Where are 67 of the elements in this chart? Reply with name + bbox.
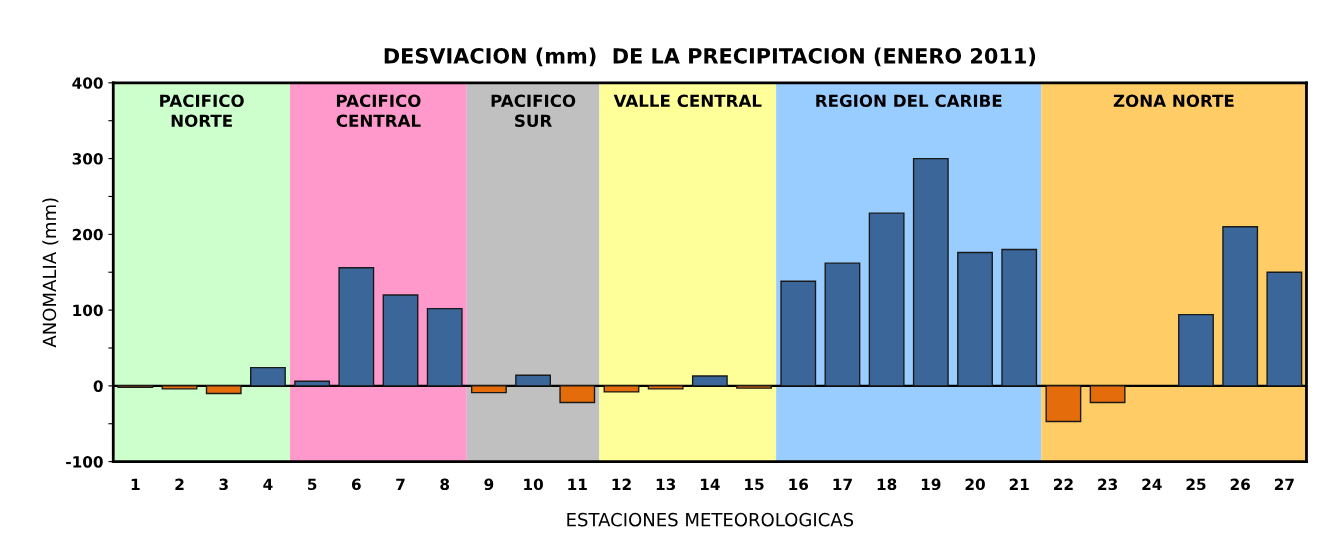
- bar: [736, 385, 772, 389]
- x-tick-label: 2: [175, 478, 184, 490]
- bar: [338, 266, 375, 387]
- x-tick-label: 21: [1009, 478, 1029, 490]
- y-tick-label: 400: [72, 77, 103, 89]
- x-tick-label: 5: [307, 478, 317, 491]
- x-tick-label: 26: [1230, 478, 1250, 491]
- bar: [1001, 248, 1038, 387]
- x-tick-label: 7: [396, 478, 405, 490]
- x-tick-label: 19: [921, 478, 941, 491]
- y-tick-label: 300: [72, 153, 103, 165]
- x-tick-label: 16: [789, 478, 809, 491]
- bar: [1045, 385, 1082, 423]
- band-label: ZONA NORTE: [1113, 94, 1234, 108]
- x-tick-label: 14: [700, 478, 720, 490]
- bar: [426, 307, 463, 387]
- x-tick-label: 4: [263, 478, 273, 490]
- x-tick-label: 11: [568, 478, 587, 490]
- bar: [161, 385, 198, 390]
- bar: [912, 157, 949, 387]
- x-tick-label: 24: [1142, 478, 1162, 490]
- bar: [1178, 313, 1214, 387]
- bar: [250, 366, 286, 387]
- chart-title: DESVIACION (mm) DE LA PRECIPITACION (ENERO 2011): [384, 47, 1036, 67]
- x-tick-label: 25: [1186, 478, 1206, 491]
- bar: [780, 280, 817, 387]
- bar: [294, 380, 331, 387]
- x-tick-label: 3: [219, 478, 228, 491]
- bar: [868, 212, 905, 387]
- x-tick-label: 10: [524, 478, 543, 491]
- band-label: PACIFICO SUR: [491, 94, 576, 128]
- y-tick-label: 100: [73, 304, 103, 317]
- bar: [647, 385, 684, 390]
- y-tick-label: 0: [93, 380, 103, 392]
- x-tick-label: 9: [484, 478, 494, 491]
- y-tick-label: 200: [72, 228, 103, 241]
- x-tick-label: 18: [877, 478, 897, 491]
- x-tick-label: 6: [351, 478, 361, 491]
- x-tick-label: 12: [612, 478, 631, 490]
- bar: [957, 251, 993, 387]
- y-axis-title: ANOMALIA (mm): [42, 198, 59, 348]
- bar: [1089, 385, 1126, 404]
- x-tick-label: 1: [131, 478, 140, 490]
- bar: [515, 374, 552, 387]
- bar: [603, 385, 640, 393]
- bar: [1266, 271, 1303, 387]
- bar: [470, 385, 507, 394]
- bar: [382, 294, 419, 387]
- x-tick-label: 17: [833, 478, 852, 490]
- bar: [205, 385, 242, 395]
- x-tick-label: 15: [745, 478, 764, 491]
- band-label: VALLE CENTRAL: [613, 94, 762, 108]
- bar: [824, 262, 861, 387]
- bar: [1222, 226, 1259, 387]
- bar: [559, 385, 596, 404]
- x-tick-label: 13: [656, 478, 676, 491]
- band-label: PACIFICO CENTRAL: [336, 94, 421, 128]
- band-label: PACIFICO NORTE: [160, 94, 244, 128]
- bar: [691, 375, 728, 387]
- band-label: REGION DEL CARIBE: [816, 94, 1002, 108]
- x-axis-title: ESTACIONES METEOROLOGICAS: [567, 512, 854, 527]
- y-tick-label: -100: [66, 456, 103, 468]
- x-tick-label: 20: [965, 478, 985, 491]
- x-tick-label: 8: [440, 478, 450, 491]
- x-tick-label: 27: [1274, 478, 1294, 490]
- x-tick-label: 22: [1053, 478, 1073, 490]
- x-tick-label: 23: [1098, 478, 1118, 491]
